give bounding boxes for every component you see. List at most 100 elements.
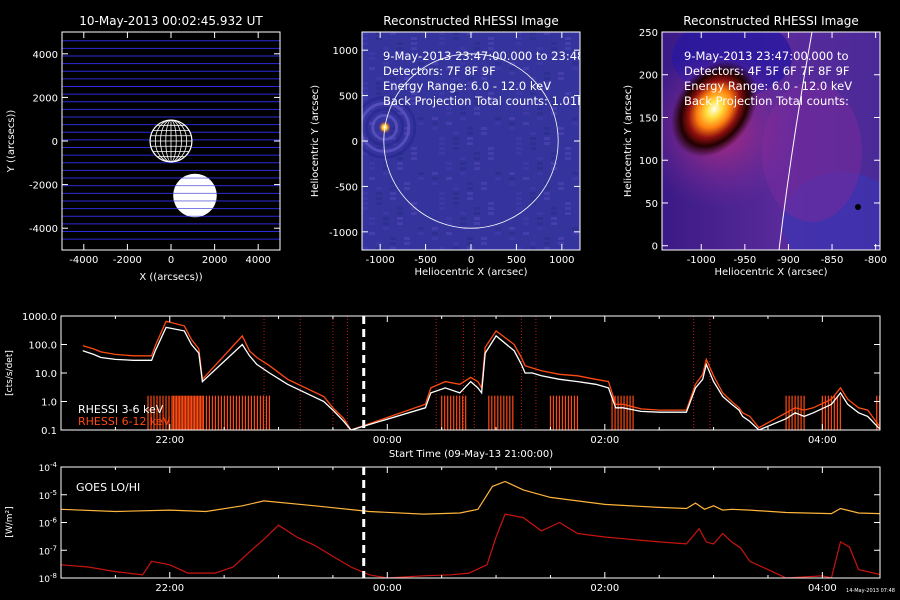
texture-cell [425,47,431,50]
texture-cell [383,222,389,225]
texture-cell [390,32,396,35]
texture-cell [411,97,417,100]
texture-cell [572,72,578,75]
texture-cell [446,227,452,230]
texture-cell [481,177,487,180]
texture-cell [488,42,494,45]
texture-cell [411,212,417,215]
texture-cell [404,127,410,130]
annotation-line: Back Projection Total counts: [684,94,849,108]
texture-cell [565,162,571,165]
panel-rhessi-lightcurve: 22:00 00:00 02:00 04:00 0.1 1.0 10.0 100.0 1000.… [5,312,881,460]
texture-cell [383,62,389,65]
texture-cell [558,122,564,125]
texture-cell [439,82,445,85]
texture-cell [362,37,368,40]
texture-cell [425,42,431,45]
texture-cell [383,217,389,220]
texture-cell [488,52,494,55]
texture-cell [369,67,375,70]
texture-cell [509,227,515,230]
texture-cell [572,182,578,185]
texture-cell [502,37,508,40]
texture-cell [397,52,403,55]
x-tick-label: 02:00 [590,583,619,594]
texture-cell [481,82,487,85]
texture-cell [439,137,445,140]
texture-cell [502,142,508,145]
texture-cell [544,82,550,85]
texture-cell [446,167,452,170]
texture-cell [488,37,494,40]
texture-cell [523,167,529,170]
texture-cell [495,122,501,125]
texture-cell [488,202,494,205]
texture-cell [453,202,459,205]
x-tick-label: -900 [777,255,800,266]
texture-cell [411,47,417,50]
texture-cell [467,242,473,245]
y-tick-label: 0 [652,242,658,253]
texture-cell [516,152,522,155]
texture-cell [509,222,515,225]
texture-cell [572,62,578,65]
texture-cell [467,142,473,145]
texture-cell [397,42,403,45]
texture-cell [418,132,424,135]
texture-cell [495,232,501,235]
texture-cell [488,217,494,220]
texture-cell [411,162,417,165]
texture-cell [383,47,389,50]
y-tick-label: -4000 [29,224,58,235]
texture-cell [376,197,382,200]
texture-cell [481,182,487,185]
texture-cell [551,102,557,105]
texture-cell [418,242,424,245]
texture-cell [376,82,382,85]
y-tick-label: 250 [639,28,658,39]
panel-b-ylabel: Heliocentric Y (arcsec) [310,85,321,197]
texture-cell [467,187,473,190]
texture-cell [502,102,508,105]
x-tick-label: -4000 [69,255,98,266]
texture-cell [432,67,438,70]
texture-cell [551,162,557,165]
annotation-line: Back Projection Total counts: 1.01E+0 [383,94,601,108]
texture-cell [523,177,529,180]
panel-a-xlabel: X ((arcsecs)) [139,272,202,283]
texture-cell [509,57,515,60]
texture-cell [502,97,508,100]
series-line-low [82,326,880,430]
texture-cell [460,102,466,105]
y-tick-label: 500 [339,92,358,103]
texture-cell [397,157,403,160]
texture-cell [467,32,473,35]
y-tick-label: -1000 [329,228,358,239]
texture-cell [481,242,487,245]
texture-cell [453,197,459,200]
texture-cell [439,42,445,45]
texture-cell [558,77,564,80]
texture-cell [446,172,452,175]
texture-cell [488,107,494,110]
y-tick-label: 1.0 [41,398,57,409]
texture-cell [495,242,501,245]
texture-cell [572,237,578,240]
texture-cell [481,72,487,75]
texture-cell [474,217,480,220]
texture-cell [446,107,452,110]
texture-cell [523,112,529,115]
texture-cell [551,47,557,50]
texture-cell [418,232,424,235]
texture-cell [425,212,431,215]
x-tick-label: 22:00 [155,435,184,446]
texture-cell [516,87,522,90]
texture-cell [572,172,578,175]
texture-cell [418,117,424,120]
texture-cell [565,152,571,155]
texture-cell [474,207,480,210]
texture-cell [544,237,550,240]
x-tick-label: -1000 [687,255,716,266]
texture-cell [530,147,536,150]
